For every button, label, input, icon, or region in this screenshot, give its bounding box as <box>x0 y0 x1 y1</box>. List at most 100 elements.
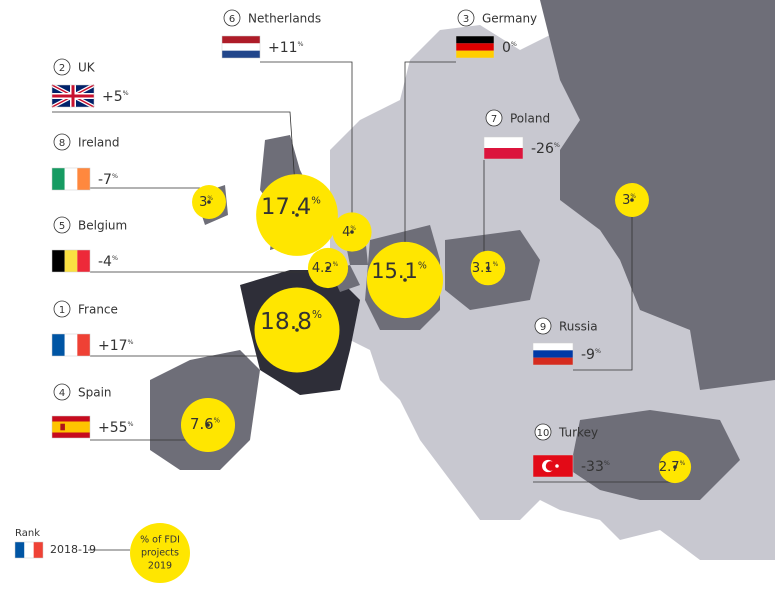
country-name: Ireland <box>78 136 120 150</box>
flag-stripe <box>533 357 573 365</box>
flag <box>532 342 574 366</box>
text-main: 18.8 <box>260 307 312 335</box>
flag <box>51 249 91 273</box>
flag <box>483 136 524 160</box>
change: -9% <box>581 347 601 363</box>
connector <box>260 61 353 232</box>
text-main: +17 <box>98 338 128 354</box>
rank-circle <box>485 109 503 127</box>
text-main: 7.6 <box>190 415 214 433</box>
flag-stripe <box>52 334 65 356</box>
country-name: Spain <box>78 386 112 400</box>
flag-border <box>532 342 574 366</box>
flag-border <box>532 454 574 478</box>
rank-circle <box>53 383 71 401</box>
flag-stripe <box>484 137 523 148</box>
legend-period: 2018-19 <box>50 543 96 556</box>
legend-bubble-label: projects <box>141 548 179 559</box>
connector-dot <box>403 278 407 282</box>
share-label: 3.1% <box>472 261 499 276</box>
share-label: 15.1% <box>371 259 427 283</box>
percent-sign: % <box>595 348 601 355</box>
flag-stripe <box>456 50 494 58</box>
flag <box>51 333 91 357</box>
flag-border <box>51 167 91 191</box>
flag-star <box>555 464 559 468</box>
text-main: 3 <box>199 195 207 210</box>
percent-sign: % <box>123 90 129 97</box>
country-name: Poland <box>510 112 550 126</box>
change: +17% <box>98 338 134 354</box>
text-main: 2.7 <box>659 460 680 475</box>
flag-cross <box>52 85 94 107</box>
change: 0% <box>502 40 517 56</box>
rank: 4 <box>59 388 65 399</box>
rank-circle <box>53 300 71 318</box>
flag-stripe <box>33 542 43 558</box>
flag-stripe <box>64 334 78 356</box>
rank: 8 <box>59 138 65 149</box>
flag-border <box>455 35 495 59</box>
change: +5% <box>102 89 129 105</box>
change: -4% <box>98 254 118 270</box>
flag-border <box>221 35 261 59</box>
share-label: 18.8% <box>260 307 322 335</box>
flag-stripe <box>64 250 78 272</box>
flag-stripe <box>77 250 90 272</box>
flag-stripe <box>64 168 78 190</box>
connector-dot <box>350 230 354 234</box>
rank-circle <box>53 58 71 76</box>
rank: 9 <box>540 322 546 333</box>
flag <box>51 415 91 439</box>
flag <box>455 35 495 59</box>
flag-stripe <box>77 168 90 190</box>
rank-circle <box>457 9 475 27</box>
share-label: 17.4% <box>261 194 321 220</box>
percent-sign: % <box>128 339 134 346</box>
flag-stripe <box>15 542 25 558</box>
text-main: -9 <box>581 347 595 363</box>
rank: 6 <box>229 14 235 25</box>
flag-border <box>51 249 91 273</box>
text-main: 4 <box>342 225 350 240</box>
text-main: -33 <box>581 459 604 475</box>
flag-stripe <box>222 43 260 51</box>
country-name: Russia <box>559 320 598 334</box>
connector-dot <box>295 213 299 217</box>
flag <box>51 83 95 109</box>
share-label: 7.6% <box>190 415 220 433</box>
connector-dot <box>673 465 677 469</box>
flag-border <box>51 84 95 108</box>
rank: 2 <box>59 63 65 74</box>
text-main: -4 <box>98 254 112 270</box>
flag <box>14 541 44 559</box>
text-main: 3 <box>622 193 630 208</box>
rank-circle <box>223 9 241 27</box>
flag <box>532 454 574 478</box>
percent-sign: % <box>511 41 517 48</box>
percent-sign: % <box>312 309 322 321</box>
flag-stripe <box>533 343 573 351</box>
rank-circle <box>534 317 552 335</box>
percent-sign: % <box>112 173 118 180</box>
percent-sign: % <box>604 460 610 467</box>
rank: 5 <box>59 221 65 232</box>
connector <box>404 61 456 280</box>
rank-circle <box>534 423 552 441</box>
flag-border <box>51 415 91 439</box>
percent-sign: % <box>333 262 339 268</box>
change: +55% <box>98 420 134 436</box>
rank: 10 <box>537 428 550 439</box>
flag-border <box>14 541 44 559</box>
text-main: +11 <box>268 40 298 56</box>
country-name: Belgium <box>78 219 127 233</box>
legend-bubble-label: % of FDI <box>140 535 180 546</box>
flag-stripe <box>52 421 90 433</box>
connector-dot <box>486 266 490 270</box>
percent-sign: % <box>630 194 636 200</box>
rank: 1 <box>59 305 65 316</box>
connector-dot <box>207 200 211 204</box>
change: -33% <box>581 459 610 475</box>
country-name: Germany <box>482 12 537 26</box>
